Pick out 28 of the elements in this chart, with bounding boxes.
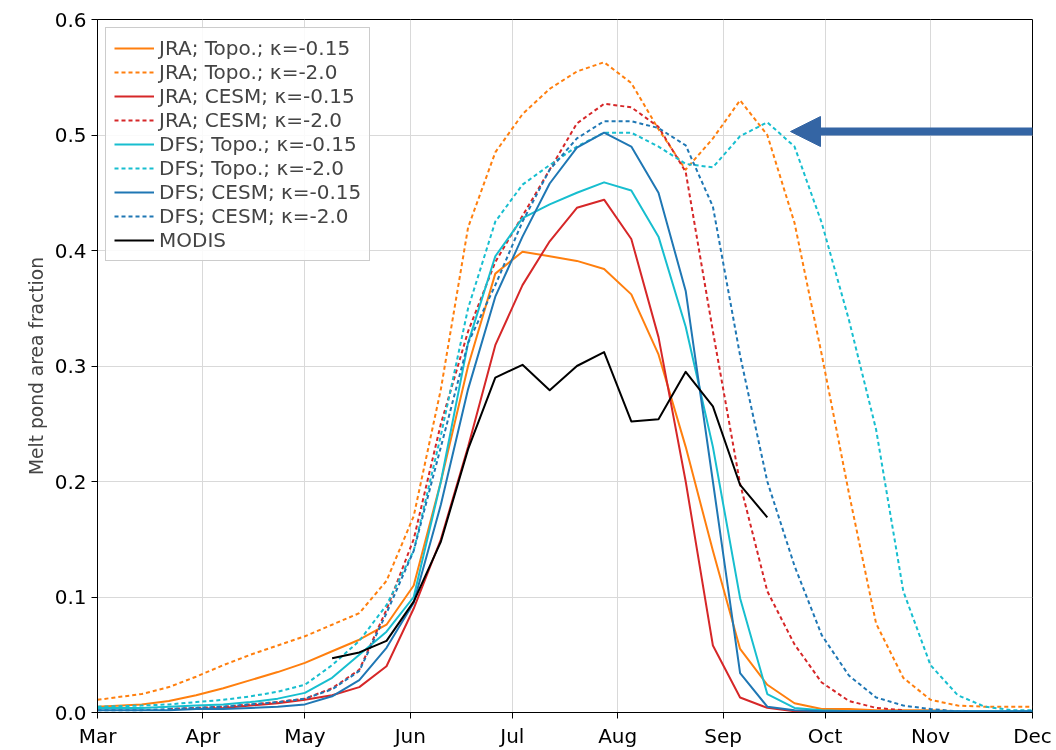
y-tick-label: 0.4 (54, 238, 87, 263)
y-tick-label: 0.0 (54, 700, 87, 725)
legend-label: DFS; Topo.; κ=-2.0 (159, 156, 344, 180)
x-tick-label: Nov (910, 723, 951, 748)
y-tick-label: 0.1 (54, 585, 87, 609)
y-tick-label: 0.6 (54, 7, 87, 32)
y-axis-title: Melt pond area fraction (25, 256, 47, 476)
line-series (331, 351, 769, 660)
x-tick-label: Mar (78, 723, 118, 748)
legend-label: JRA; Topo.; κ=-0.15 (159, 36, 351, 60)
legend-label: JRA; Topo.; κ=-2.0 (159, 60, 338, 84)
y-tick-label: 0.5 (54, 123, 87, 147)
legend-label: DFS; Topo.; κ=-0.15 (159, 132, 357, 156)
legend-label: DFS; CESM; κ=-2.0 (159, 204, 349, 228)
x-tick-label: Jun (392, 723, 426, 748)
y-tick-label: 0.2 (54, 469, 87, 494)
x-tick-label: Oct (807, 723, 843, 748)
x-tick-label: May (284, 723, 326, 748)
x-tick-label: Sep (704, 723, 742, 748)
x-tick-label: Apr (185, 723, 221, 748)
legend-label: MODIS (159, 228, 226, 252)
legend-label: JRA; CESM; κ=-0.15 (159, 84, 355, 108)
y-tick-label: 0.3 (54, 354, 87, 378)
x-tick-label: Jul (498, 723, 525, 748)
x-tick-label: Aug (598, 723, 638, 748)
legend-label: JRA; CESM; κ=-2.0 (159, 108, 342, 132)
legend-label: DFS; CESM; κ=-0.15 (159, 180, 362, 204)
x-tick-label: Dec (1013, 723, 1052, 748)
